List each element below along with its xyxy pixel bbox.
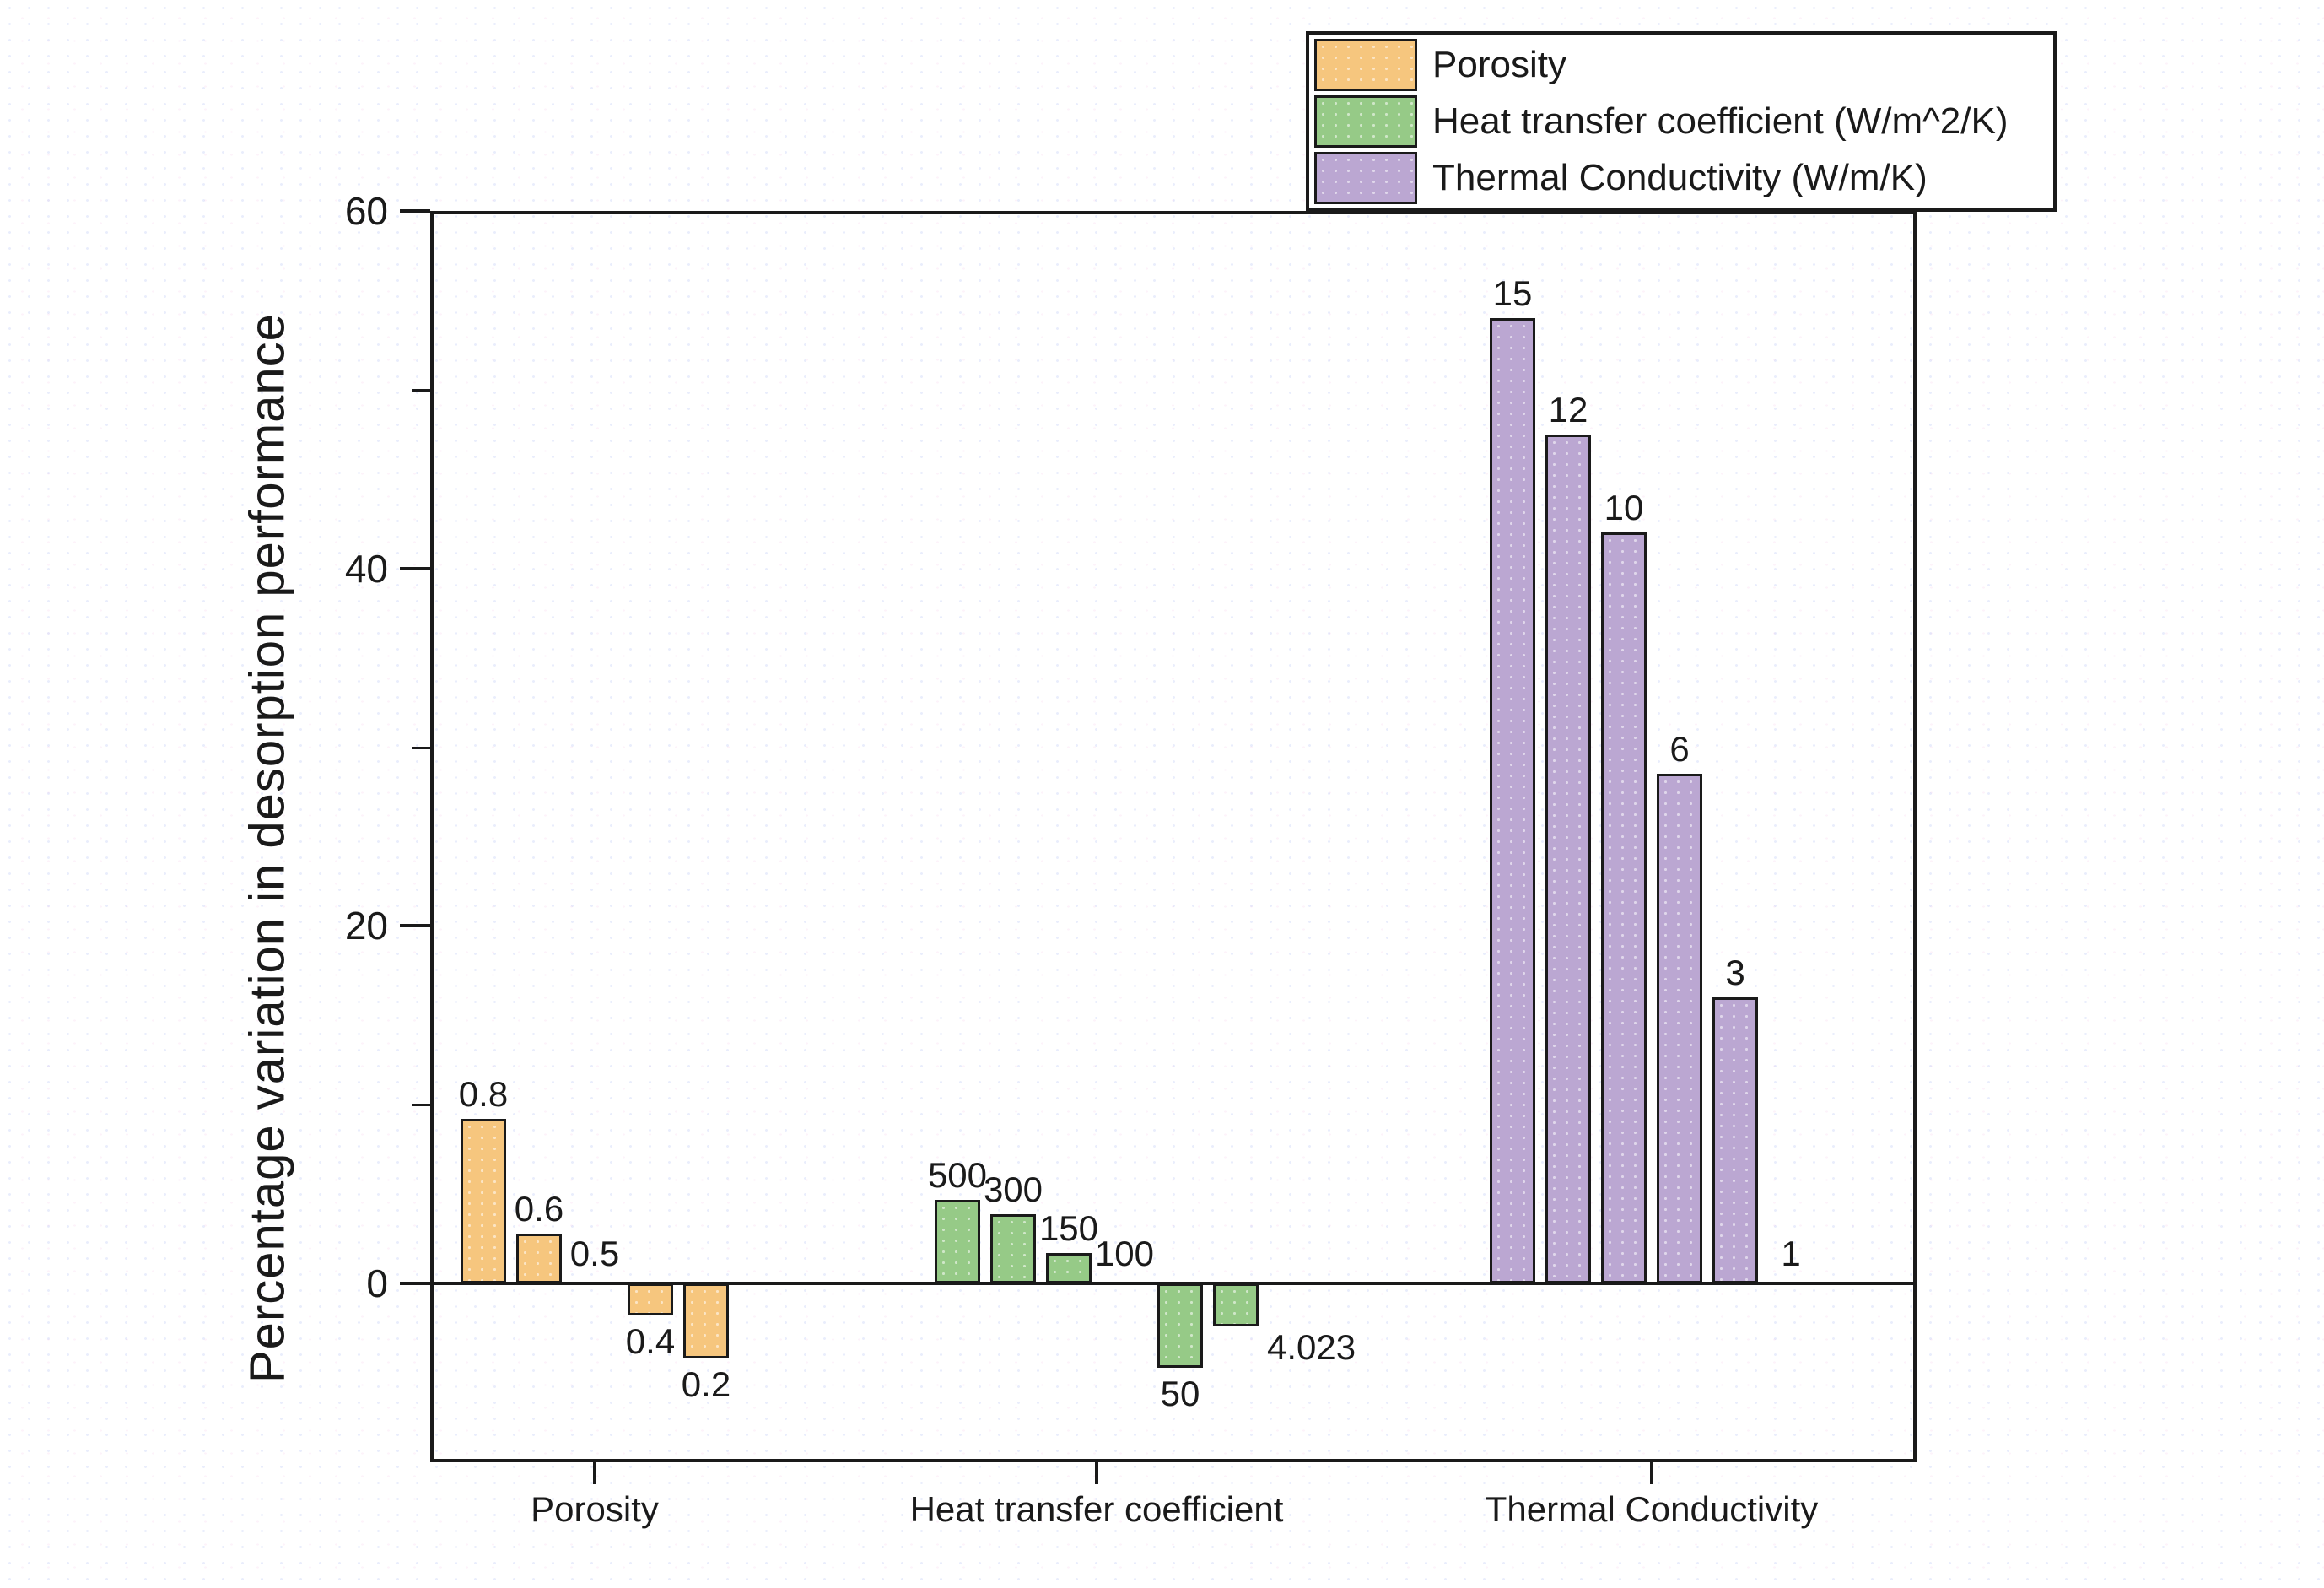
plot-frame [430, 211, 1917, 1462]
bar-value-label: 100 [1094, 1234, 1155, 1274]
legend-entry: Porosity [1314, 37, 2045, 94]
bar-porosity-0.8 [461, 1119, 506, 1284]
legend-swatch-icon [1314, 39, 1417, 91]
bar-value-label: 15 [1492, 273, 1533, 314]
x-tick [1650, 1462, 1653, 1484]
bar-porosity-0.2 [683, 1283, 729, 1359]
zero-baseline [430, 1282, 1917, 1286]
bar-value-label: 300 [983, 1169, 1043, 1209]
bar-thermal-conductivity-10 [1601, 532, 1647, 1284]
x-group-label: Porosity [531, 1489, 659, 1529]
bar-value-label: 3 [1725, 953, 1745, 993]
x-group-label: Thermal Conductivity [1485, 1489, 1819, 1529]
bar-value-label: 0.4 [625, 1321, 676, 1362]
bar-value-label: 10 [1604, 488, 1644, 528]
bar-heat-transfer-coefficient-50 [1157, 1283, 1203, 1368]
bar-value-label: 0.8 [458, 1074, 509, 1115]
bar-value-label: 12 [1548, 389, 1588, 429]
y-minor-tick [412, 388, 430, 392]
y-axis-title: Percentage variation in desorption perfo… [240, 313, 295, 1383]
bar-value-label: 0.5 [569, 1234, 620, 1274]
bar-value-label: 0.6 [514, 1188, 564, 1229]
bar-heat-transfer-coefficient-300 [990, 1213, 1036, 1284]
y-tick-label: 40 [344, 546, 388, 591]
y-minor-tick [412, 1104, 430, 1107]
legend: Porosity Heat transfer coefficient (W/m^2… [1306, 31, 2057, 212]
y-major-tick [400, 566, 430, 570]
bar-heat-transfer-coefficient-4.023 [1213, 1283, 1259, 1326]
bar-value-label: 500 [927, 1154, 988, 1195]
bar-value-label: 1 [1781, 1234, 1801, 1274]
x-group-label: Heat transfer coefficient [909, 1489, 1284, 1529]
y-major-tick [400, 1282, 430, 1286]
bar-value-label: 4.023 [1267, 1326, 1356, 1367]
bar-thermal-conductivity-12 [1545, 434, 1591, 1284]
bar-value-label: 150 [1038, 1208, 1099, 1249]
legend-label: Thermal Conductivity (W/m/K) [1432, 157, 1928, 198]
legend-label: Heat transfer coefficient (W/m^2/K) [1432, 100, 2009, 142]
x-tick [593, 1462, 596, 1484]
bar-thermal-conductivity-3 [1712, 997, 1758, 1284]
bar-thermal-conductivity-15 [1490, 318, 1535, 1284]
bar-heat-transfer-coefficient-500 [935, 1199, 980, 1284]
y-tick-label: 60 [344, 189, 388, 233]
bar-thermal-conductivity-6 [1657, 774, 1702, 1284]
bar-value-label: 6 [1669, 729, 1690, 770]
legend-label: Porosity [1432, 44, 1566, 85]
y-tick-label: 0 [366, 1261, 388, 1306]
legend-entry: Thermal Conductivity (W/m/K) [1314, 150, 2045, 207]
legend-swatch-icon [1314, 152, 1417, 204]
y-major-tick [400, 209, 430, 213]
bar-value-label: 50 [1160, 1373, 1200, 1413]
x-tick [1095, 1462, 1098, 1484]
y-major-tick [400, 924, 430, 928]
legend-entry: Heat transfer coefficient (W/m^2/K) [1314, 94, 2045, 150]
y-tick-label: 20 [344, 904, 388, 948]
bar-value-label: 0.2 [681, 1364, 731, 1405]
y-minor-tick [412, 746, 430, 749]
legend-swatch-icon [1314, 95, 1417, 148]
